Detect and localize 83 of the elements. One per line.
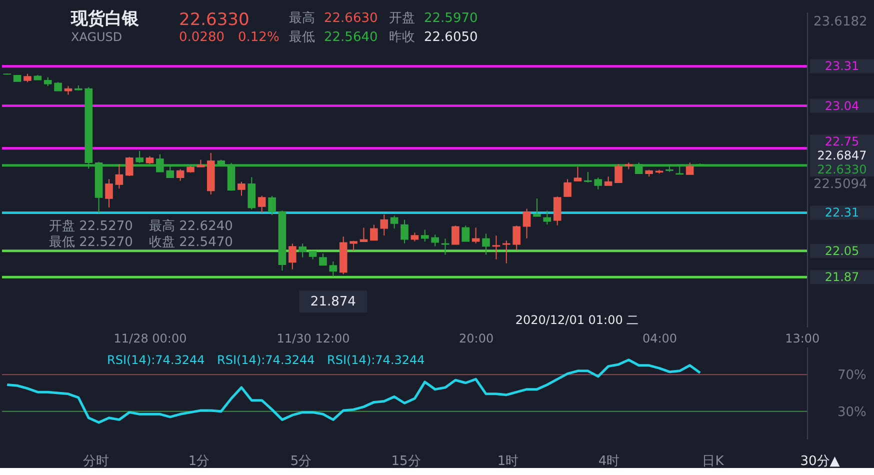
text: XAGUSD: [71, 30, 122, 44]
annotation: 2020/12/01 01:00 二: [515, 313, 639, 327]
candlestick: [553, 196, 562, 226]
annotation: 0.0280: [179, 30, 224, 45]
x-tick-label: 11/28 00:00: [114, 332, 187, 346]
annotation: 22.5970: [424, 11, 478, 26]
candlestick: [176, 168, 184, 182]
candlestick: [298, 243, 306, 258]
ref-line-label: 23.31: [824, 59, 860, 74]
candlestick: [564, 178, 572, 197]
annotation: 0.12%: [238, 30, 280, 45]
candlestick: [512, 225, 520, 251]
y-tick-label: 23.6182: [814, 14, 868, 30]
candlestick: [533, 198, 541, 217]
candlestick: [522, 208, 531, 239]
annotation: RSI(14):74.3244: [217, 353, 315, 367]
annotation: 最高: [289, 10, 315, 26]
y-tick-label: 70%: [838, 368, 866, 384]
candlestick: [319, 253, 327, 266]
candlestick: [105, 178, 113, 208]
candlestick: [248, 176, 256, 210]
annotation: 最低 22.5270: [49, 235, 133, 250]
candlestick: [482, 233, 490, 256]
x-tick-label: 04:00: [642, 332, 678, 346]
annotation: 昨收: [389, 30, 415, 45]
candlestick: [390, 215, 398, 229]
annotation: 22.5640: [324, 30, 378, 45]
annotation: 22.6630: [324, 11, 378, 26]
candlestick: [288, 243, 296, 270]
candlestick: [431, 234, 439, 247]
candlestick: [543, 210, 552, 225]
candlestick: [400, 219, 408, 244]
ref-line-label: 22.31: [824, 206, 860, 220]
candlestick: [594, 177, 602, 190]
x-tick-label: 20:00: [459, 332, 494, 346]
x-tick-label: 11/30 12:00: [276, 332, 350, 346]
annotation: 收盘 22.5470: [149, 235, 233, 250]
candlestick: [238, 181, 246, 196]
text: 1时: [497, 454, 519, 469]
ref-line-label: 22.75: [824, 134, 860, 149]
candlestick: [502, 240, 510, 264]
candlestick: [360, 227, 368, 242]
text: 30分▲: [800, 454, 840, 469]
candlestick: [329, 261, 338, 278]
candlestick: [441, 238, 450, 256]
annotation: 开盘: [389, 11, 415, 26]
annotation: 21.874: [310, 294, 356, 310]
text: 5分: [290, 454, 312, 469]
ref-line-label: 22.6330: [817, 162, 867, 177]
annotation: 22.6330: [179, 10, 250, 30]
candlestick: [125, 156, 134, 177]
annotation: 最高 22.6240: [149, 218, 233, 234]
text: 1分: [188, 454, 210, 469]
candlestick: [492, 235, 500, 260]
annotation: RSI(14):74.3244: [327, 353, 425, 367]
text: RSI(14):74.3244: [107, 353, 205, 367]
candlestick: [370, 224, 378, 241]
text: 15分: [391, 454, 421, 469]
ref-line-label: 22.05: [824, 244, 860, 258]
candlestick: [614, 163, 622, 184]
candlestick: [462, 225, 470, 242]
annotation: 最低: [289, 30, 315, 45]
candlestick: [584, 171, 592, 184]
candlestick: [420, 229, 429, 242]
chart-title: 现货白银: [70, 9, 140, 29]
candlestick: [268, 196, 276, 216]
candlestick: [452, 225, 460, 245]
text: 分时: [83, 454, 109, 469]
text: 22.6847: [817, 148, 867, 163]
candlestick: [686, 162, 694, 175]
candlestick: [115, 164, 124, 190]
text: 日K: [702, 454, 724, 469]
ref-line-label: 21.87: [824, 270, 860, 284]
candlestick: [574, 166, 582, 182]
x-tick-label: 13:00: [785, 332, 820, 346]
y-tick-label: 30%: [838, 404, 866, 420]
annotation: 开盘 22.5270: [49, 219, 133, 234]
candlestick: [258, 195, 266, 214]
y-tick-label: 22.5094: [814, 177, 868, 192]
text: 4时: [598, 454, 620, 469]
candlestick: [380, 214, 388, 236]
ref-line-label: 23.04: [824, 98, 860, 113]
annotation: 22.6050: [424, 30, 478, 45]
